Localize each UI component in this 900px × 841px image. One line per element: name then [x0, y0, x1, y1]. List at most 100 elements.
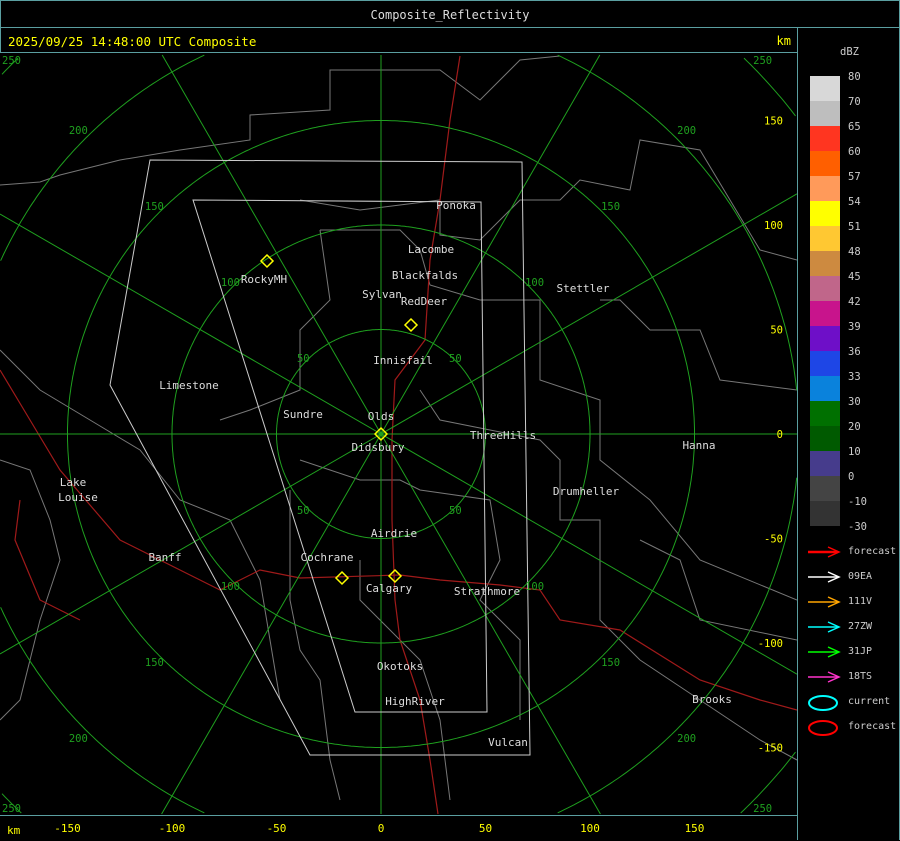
legend-label: 31JP [848, 646, 873, 657]
colorbar-swatch [810, 176, 840, 201]
town-label: Calgary [366, 582, 413, 595]
colorbar-label: 30 [848, 396, 861, 408]
colorbar-label: 60 [848, 146, 861, 158]
town-label: Sundre [283, 408, 323, 421]
colorbar-label: 57 [848, 171, 861, 183]
town-label: Okotoks [377, 660, 423, 673]
ring-label: 200 [677, 125, 696, 137]
town-label: HighRiver [385, 695, 445, 708]
colorbar-swatch [810, 501, 840, 526]
colorbar-swatch [810, 301, 840, 326]
colorbar-label: 10 [848, 446, 861, 458]
radar-site-icon [334, 570, 350, 586]
range-ring [1, 57, 19, 75]
ring-label: 50 [449, 505, 462, 517]
colorbar-label: 65 [848, 121, 861, 133]
town-label: Louise [58, 491, 98, 504]
ring-label: 250 [753, 803, 772, 815]
ring-label: 150 [601, 657, 620, 669]
county-boundaries [0, 55, 797, 801]
azimuth-line [0, 193, 797, 655]
colorbar-label: 42 [848, 296, 861, 308]
town-label: Banff [148, 551, 181, 564]
ring-label: 200 [69, 125, 88, 137]
legend-label: forecast [848, 546, 897, 557]
colorbar-swatch [810, 201, 840, 226]
plot-header: 2025/09/25 14:48:00 UTC Composite km [0, 28, 798, 53]
town-label: Cochrane [301, 551, 354, 564]
ring-label: 200 [677, 733, 696, 745]
legend-label: 18TS [848, 671, 873, 682]
town-label: Innisfail [373, 354, 433, 367]
colorbar-label: 70 [848, 96, 861, 108]
colorbar-label: 39 [848, 321, 861, 333]
y-tick-label: -50 [764, 534, 783, 546]
colorbar-label: 36 [848, 346, 861, 358]
range-ring [743, 57, 796, 117]
range-ring [740, 751, 796, 814]
ring-label: 200 [69, 733, 88, 745]
ring-label: 150 [601, 201, 620, 213]
colorbar-swatch [810, 251, 840, 276]
range-rings [0, 54, 797, 815]
ring-label: 100 [525, 277, 544, 289]
unit-label-top: km [776, 34, 791, 48]
colorbar-label: 48 [848, 246, 861, 258]
colorbar-swatch [810, 151, 840, 176]
radar-site-icon [373, 426, 389, 442]
colorbar-label: 33 [848, 371, 861, 383]
colorbar-swatch [810, 226, 840, 251]
arrow-icon [808, 546, 841, 558]
colorbar-label: -30 [848, 521, 867, 533]
colorbar-swatch [810, 326, 840, 351]
y-tick-label: -150 [758, 743, 783, 755]
colorbar-swatch [810, 376, 840, 401]
domain-outlines [109, 159, 531, 756]
town-label: Lake [60, 476, 87, 489]
ring-label: 250 [2, 55, 21, 67]
town-label: Blackfalds [392, 269, 458, 282]
range-ring [557, 477, 797, 814]
colorbar-swatch [810, 76, 840, 101]
azimuth-line [0, 213, 797, 675]
arrow-icon [808, 571, 841, 583]
x-tick-label: -50 [266, 822, 287, 835]
colorbar-label: -10 [848, 496, 867, 508]
ellipse-icon [808, 695, 838, 711]
colorbar-swatch [810, 401, 840, 426]
town-label: Sylvan [362, 288, 402, 301]
ring-label: 150 [145, 201, 164, 213]
y-tick-label: 100 [764, 220, 783, 232]
radar-site-icon [387, 568, 403, 584]
town-label: Ponoka [436, 199, 476, 212]
colorbar-swatch [810, 101, 840, 126]
window-title: Composite_Reflectivity [0, 0, 900, 28]
arrow-icon [808, 621, 841, 633]
colorbar-unit: dBZ [840, 46, 859, 58]
colorbar-swatch [810, 276, 840, 301]
radar-site-icon [403, 317, 419, 333]
legend-label: 09EA [848, 571, 873, 582]
town-label: Brooks [692, 693, 732, 706]
town-label: Limestone [159, 379, 219, 392]
ring-label: 100 [525, 581, 544, 593]
ring-label: 100 [221, 277, 240, 289]
ring-label: 50 [297, 505, 310, 517]
ring-label: 100 [221, 581, 240, 593]
ring-label: 150 [145, 657, 164, 669]
legend-label: current [848, 696, 891, 707]
town-label: RockyMH [241, 273, 287, 286]
ring-label: 250 [2, 803, 21, 815]
town-label: Vulcan [488, 736, 528, 749]
range-ring [0, 607, 205, 814]
radar-sites [259, 253, 419, 586]
ellipse-icon [808, 720, 838, 736]
town-label: Didsbury [352, 441, 405, 454]
y-tick-label: 150 [764, 116, 783, 128]
town-label: Strathmore [454, 585, 520, 598]
colorbar-label: 0 [848, 471, 855, 483]
range-ring [0, 54, 205, 261]
colorbar-swatch [810, 451, 840, 476]
